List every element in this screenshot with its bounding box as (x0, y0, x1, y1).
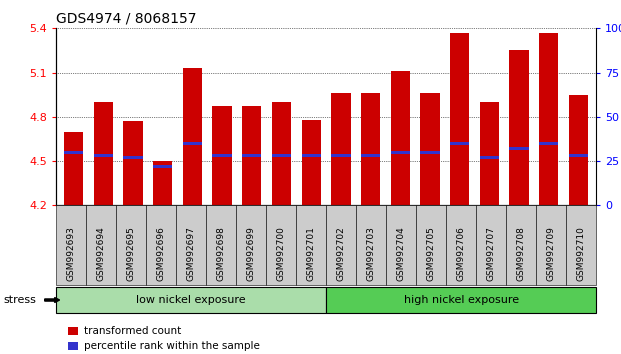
Text: low nickel exposure: low nickel exposure (136, 295, 246, 305)
Text: GSM992705: GSM992705 (427, 227, 435, 281)
Bar (509, 51, 528, 205)
Text: GSM992700: GSM992700 (276, 227, 286, 281)
Text: GSM992699: GSM992699 (247, 227, 255, 281)
Bar (94, 102, 113, 205)
Bar (450, 142, 469, 145)
Text: GSM992709: GSM992709 (546, 227, 556, 281)
Bar (242, 107, 261, 205)
Bar (479, 102, 499, 205)
Bar (539, 142, 558, 145)
Text: GDS4974 / 8068157: GDS4974 / 8068157 (56, 12, 196, 26)
Bar (331, 93, 350, 205)
Bar (539, 33, 558, 205)
Text: stress: stress (3, 295, 36, 305)
Text: percentile rank within the sample: percentile rank within the sample (84, 341, 260, 351)
Text: GSM992695: GSM992695 (127, 227, 135, 281)
Bar (420, 93, 440, 205)
Bar (391, 71, 410, 205)
Text: transformed count: transformed count (84, 326, 181, 336)
Text: GSM992698: GSM992698 (217, 227, 225, 281)
Text: GSM992708: GSM992708 (517, 227, 525, 281)
Bar (569, 95, 588, 205)
Bar (361, 93, 380, 205)
Text: GSM992710: GSM992710 (577, 227, 586, 281)
Text: GSM992701: GSM992701 (307, 227, 315, 281)
Text: GSM992693: GSM992693 (66, 227, 75, 281)
Bar (420, 150, 440, 154)
Bar (94, 154, 113, 157)
Bar (361, 154, 380, 157)
Text: GSM992704: GSM992704 (397, 227, 406, 281)
Text: GSM992706: GSM992706 (456, 227, 466, 281)
Bar (183, 142, 202, 145)
Text: GSM992707: GSM992707 (487, 227, 496, 281)
Bar (509, 147, 528, 150)
Bar (272, 154, 291, 157)
Bar (124, 121, 143, 205)
Text: GSM992696: GSM992696 (156, 227, 165, 281)
Bar (450, 33, 469, 205)
Text: high nickel exposure: high nickel exposure (404, 295, 519, 305)
Bar (124, 156, 143, 159)
Bar (391, 150, 410, 154)
Bar (212, 107, 232, 205)
Bar (153, 161, 173, 205)
Text: GSM992697: GSM992697 (186, 227, 196, 281)
Bar (302, 120, 321, 205)
Bar (183, 68, 202, 205)
Text: GSM992694: GSM992694 (96, 227, 106, 281)
Bar (479, 156, 499, 159)
Bar (569, 154, 588, 157)
Bar (272, 102, 291, 205)
Bar (64, 132, 83, 205)
Text: GSM992702: GSM992702 (337, 227, 345, 281)
Bar (64, 150, 83, 154)
Bar (153, 165, 173, 168)
Text: GSM992703: GSM992703 (366, 227, 376, 281)
Bar (331, 154, 350, 157)
Bar (302, 154, 321, 157)
Bar (212, 154, 232, 157)
Bar (242, 154, 261, 157)
